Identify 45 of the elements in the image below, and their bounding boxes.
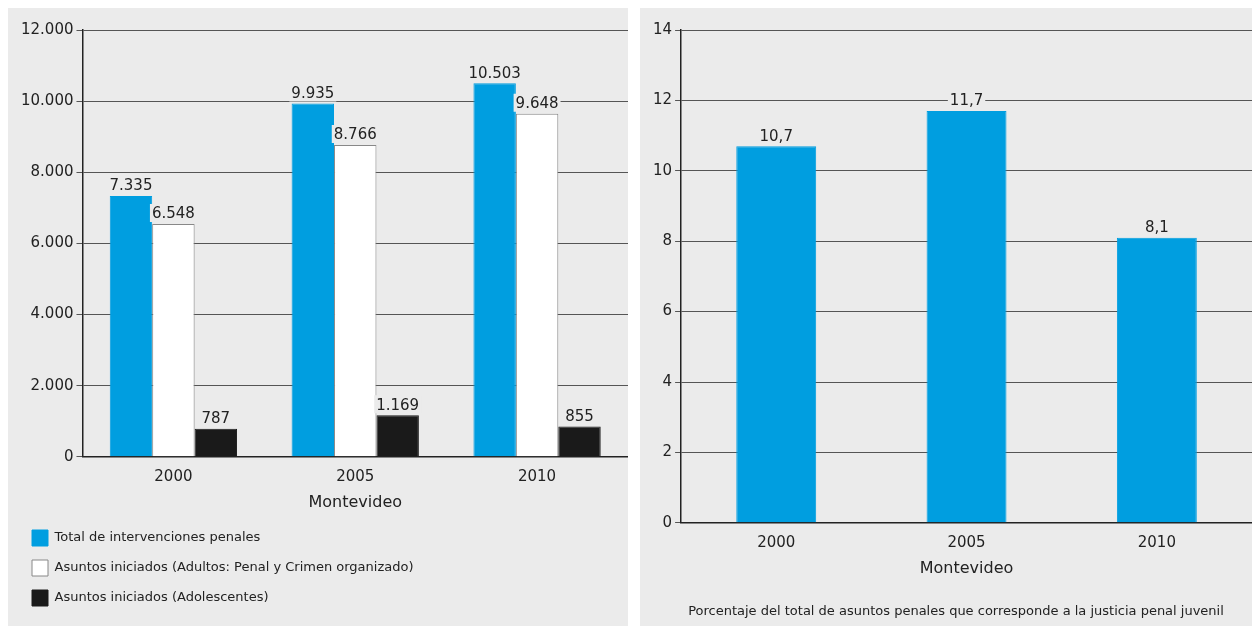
data-label: 9.648 bbox=[515, 94, 559, 113]
legend-label: Total de intervenciones penales bbox=[53, 529, 261, 545]
y-tick-label: 2 bbox=[662, 442, 673, 461]
data-label: 1.169 bbox=[376, 395, 420, 414]
y-tick-label: 14 bbox=[652, 19, 673, 38]
y-tick-label: 10.000 bbox=[20, 91, 74, 110]
y-tick-label: 10 bbox=[652, 160, 673, 179]
y-tick-label: 2.000 bbox=[30, 375, 74, 394]
y-tick-label: 6.000 bbox=[30, 233, 74, 252]
y-tick-label: 12 bbox=[652, 90, 673, 109]
y-tick-label: 4 bbox=[662, 371, 673, 390]
y-tick-label: 4.000 bbox=[30, 304, 74, 323]
bar bbox=[736, 146, 817, 523]
y-tick-label: 8.000 bbox=[30, 162, 74, 181]
legend-label: Asuntos iniciados (Adultos: Penal y Crimen organizado) bbox=[54, 559, 414, 575]
bar bbox=[1116, 237, 1197, 523]
x-tick-label: 2010 bbox=[517, 466, 557, 485]
x-tick-label: 2000 bbox=[757, 532, 796, 551]
data-label: 10,7 bbox=[759, 126, 793, 145]
y-tick-label: 0 bbox=[63, 446, 74, 465]
y-tick-label: 12.000 bbox=[20, 19, 74, 38]
x-tick-label: 2005 bbox=[336, 466, 375, 485]
legend-label: Asuntos iniciados (Adolescentes) bbox=[54, 589, 269, 605]
data-label: 8,1 bbox=[1144, 218, 1169, 237]
x-tick-label: 2010 bbox=[1137, 532, 1176, 551]
y-tick-label: 6 bbox=[662, 301, 673, 320]
x-tick-label: 2000 bbox=[154, 466, 193, 485]
x-axis-title: Montevideo bbox=[919, 557, 1014, 577]
y-tick-label: 8 bbox=[662, 231, 673, 250]
bar bbox=[926, 110, 1007, 523]
data-label: 10.503 bbox=[468, 63, 521, 82]
data-label: 11,7 bbox=[949, 91, 984, 110]
text: Porcentaje del total de asuntos penales que corresponde a la justicia penal juvenil bbox=[688, 602, 1224, 618]
data-label: 855 bbox=[565, 406, 594, 425]
data-label: 787 bbox=[201, 409, 231, 428]
bar bbox=[291, 103, 335, 457]
bar bbox=[109, 195, 153, 457]
x-axis-title: Montevideo bbox=[308, 491, 403, 511]
y-tick-label: 0 bbox=[662, 512, 673, 531]
bar bbox=[473, 83, 516, 457]
data-label: 8.766 bbox=[333, 125, 377, 144]
x-tick-label: 2005 bbox=[947, 532, 986, 551]
data-label: 6.548 bbox=[151, 204, 195, 223]
data-label: 9.935 bbox=[291, 83, 335, 102]
data-label: 7.335 bbox=[109, 176, 153, 195]
